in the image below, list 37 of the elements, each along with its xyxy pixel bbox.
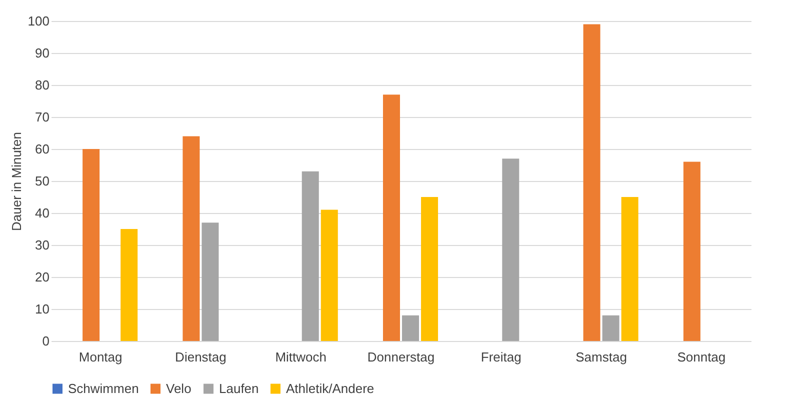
x-tick-label: Mittwoch [275,350,327,364]
bar [683,162,700,341]
y-tick-label: 70 [35,110,50,124]
bar [202,222,219,341]
bar [302,171,319,341]
y-tick-label: 100 [28,14,50,28]
bar [621,197,638,341]
x-tick-label: Sonntag [677,350,726,364]
y-tick-label: 50 [35,174,50,188]
y-tick-label: 30 [35,238,50,252]
y-axis-title: Dauer in Minuten [8,132,24,231]
legend-label: Velo [166,380,192,396]
y-tick-label: 80 [35,78,50,92]
y-tick-label: 0 [42,334,50,348]
legend-label: Laufen [219,380,259,396]
bar [402,315,420,341]
legend-label: Athletik/Andere [286,380,374,396]
x-tick-label: Donnerstag [367,350,435,364]
legend-label: Schwimmen [68,380,139,396]
bar [421,197,438,341]
y-tick-label: 60 [35,142,50,156]
bar [120,229,138,341]
x-tick-label: Freitag [480,350,522,364]
y-tick-label: 90 [35,46,50,60]
bar [602,315,620,341]
bar [82,149,100,341]
bar [502,158,520,341]
bar [382,94,400,341]
x-tick-label: Dienstag [175,350,226,364]
x-tick-label: Samstag [576,350,627,364]
y-tick-label: 10 [35,302,50,316]
bar [182,136,200,341]
x-tick-label: Montag [78,350,122,364]
bar [320,210,338,341]
bar [583,24,600,341]
y-tick-label: 20 [35,270,50,284]
y-tick-label: 40 [35,206,50,220]
